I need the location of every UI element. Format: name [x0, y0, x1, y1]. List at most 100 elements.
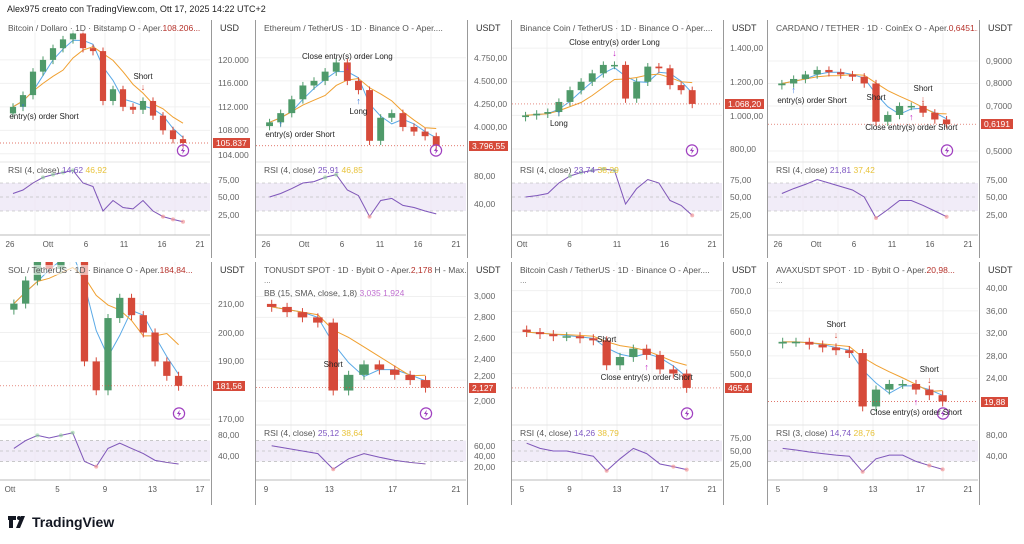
price-plot[interactable]: Ethereum / TetherUS · 1D · Binance O - A… — [256, 20, 466, 258]
rsi-legend[interactable]: RSI (4, close) 14,26 38,79 — [520, 428, 619, 438]
tradingview-logo[interactable]: TradingView — [8, 514, 114, 530]
lightning-alert-icon[interactable] — [172, 407, 185, 420]
symbol-header[interactable]: AVAXUSDT SPOT · 1D · Bybit O - Aper.20,9… — [776, 265, 955, 275]
indicator-ellipsis[interactable]: ... — [520, 276, 527, 285]
rsi-tick: 75,00 — [218, 174, 240, 185]
lightning-icon-graphic — [940, 144, 953, 157]
candle-body — [119, 89, 127, 107]
candle-body — [895, 105, 904, 115]
indicator-ellipsis[interactable]: ... — [776, 276, 783, 285]
price-plot[interactable]: TONUSDT SPOT · 1D · Bybit O - Aper.2,178… — [256, 262, 466, 505]
price-axis[interactable]: USDT 1.400,00 1.200,00 1.000,00 800,00 1.068,… — [723, 20, 767, 258]
candle-body — [377, 117, 385, 141]
rsi-overbought-mark — [323, 175, 328, 180]
candle-body — [127, 297, 136, 316]
time-tick: 17 — [388, 485, 398, 494]
bb-legend[interactable]: BB (15, SMA, close, 1,8) 3,035 1,924 — [264, 288, 404, 298]
candle-body — [355, 80, 362, 91]
candle-body — [297, 312, 308, 318]
price-plot[interactable]: CARDANO / TETHER · 1D · CoinEx O - Aper.… — [768, 20, 978, 258]
trade-annotation: Short — [866, 92, 886, 102]
chart-panel[interactable]: TONUSDT SPOT · 1D · Bybit O - Aper.2,178… — [256, 262, 512, 505]
price-plot[interactable]: AVAXUSDT SPOT · 1D · Bybit O - Aper.20,9… — [768, 262, 978, 505]
candle-body — [79, 33, 87, 49]
price-axis[interactable]: USDT 0,9000 0,8000 0,7000 0,5000 0,6191 75,00 5… — [979, 20, 1024, 258]
candle-body — [109, 89, 117, 101]
symbol-header[interactable]: Binance Coin / TetherUS · 1D · Binance O… — [520, 23, 713, 33]
chart-panel[interactable]: Bitcoin / Dollaro · 1D · Bitstamp O - Ap… — [0, 20, 256, 258]
rsi-tick: 75,00 — [986, 174, 1008, 185]
chart-panel[interactable]: AVAXUSDT SPOT · 1D · Bybit O - Aper.20,9… — [768, 262, 1024, 505]
open-value: 2,178 — [410, 265, 433, 275]
last-price-label: 181,56 — [213, 380, 245, 391]
rsi-legend[interactable]: RSI (4, close) 23,74 38,29 — [520, 165, 619, 175]
symbol-header[interactable]: Bitcoin Cash / TetherUS · 1D · Binance O… — [520, 265, 710, 275]
candle-body — [790, 78, 798, 84]
price-axis[interactable]: USDT 700,0 650,0 600,0 550,0 500,0 465,4 75,00 5… — [723, 262, 767, 505]
price-axis[interactable]: USD 120.000 116.000 112.000 108.000 104.000 10… — [211, 20, 255, 258]
price-tick: 500,0 — [730, 368, 752, 379]
candle-body — [688, 90, 696, 104]
symbol-header[interactable]: Ethereum / TetherUS · 1D · Binance O - A… — [264, 23, 443, 33]
lightning-icon-bolt — [423, 409, 428, 418]
symbol-header[interactable]: SOL / TetherUS · 1D · Binance O - Aper.1… — [8, 265, 193, 275]
ma-slow-line — [271, 306, 426, 377]
chart-panel[interactable]: CARDANO / TETHER · 1D · CoinEx O - Aper.… — [768, 20, 1024, 258]
symbol-header[interactable]: Bitcoin / Dollaro · 1D · Bitstamp O - Ap… — [8, 23, 201, 33]
lightning-alert-icon[interactable] — [419, 407, 432, 420]
rsi-tick: 80,00 — [218, 430, 240, 441]
chart-panel[interactable]: Binance Coin / TetherUS · 1D · Binance O… — [512, 20, 768, 258]
price-plot[interactable]: Binance Coin / TetherUS · 1D · Binance O… — [512, 20, 722, 258]
indicator-ellipsis[interactable]: ... — [264, 276, 271, 285]
rsi-legend[interactable]: RSI (4, close) 14,62 46,92 — [8, 165, 107, 175]
rsi-ma-value: 38,79 — [597, 428, 619, 438]
price-axis[interactable]: USDT 210,00 200,00 190,00 170,00 181,56 80,00 4… — [211, 262, 255, 505]
price-tick: 36,00 — [986, 305, 1008, 316]
price-plot[interactable]: Bitcoin / Dollaro · 1D · Bitstamp O - Ap… — [0, 20, 210, 258]
symbol-header[interactable]: CARDANO / TETHER · 1D · CoinEx O - Aper.… — [776, 23, 978, 33]
rsi-legend[interactable]: RSI (4, close) 21,81 37,42 — [776, 165, 875, 175]
lightning-icon-graphic — [176, 144, 190, 157]
rsi-legend[interactable]: RSI (4, close) 25,12 38,64 — [264, 428, 363, 438]
price-tick: 24,00 — [986, 373, 1008, 384]
candle-body — [410, 126, 418, 132]
rsi-tick: 25,00 — [986, 209, 1008, 220]
candle-body — [577, 81, 585, 91]
lightning-alert-icon[interactable] — [176, 144, 190, 157]
lightning-icon-ring — [172, 407, 185, 420]
rsi-legend[interactable]: RSI (4, close) 25,91 46,85 — [264, 165, 363, 175]
candle-body — [421, 131, 429, 137]
currency-label: USD — [220, 23, 240, 33]
chart-panel[interactable]: SOL / TetherUS · 1D · Binance O - Aper.1… — [0, 262, 256, 505]
candle-body — [599, 64, 607, 74]
time-tick: 21 — [963, 485, 973, 494]
price-tick: 1.200,00 — [730, 76, 764, 87]
rsi-line — [271, 445, 426, 470]
lightning-alert-icon[interactable] — [686, 144, 699, 157]
candle-body — [19, 95, 27, 107]
title-suffix: H - Max... — [434, 265, 466, 275]
lightning-alert-icon[interactable] — [680, 407, 693, 420]
candle-body — [535, 332, 545, 335]
time-tick: Ott — [810, 240, 822, 249]
price-axis[interactable]: USDT 4.750,00 4.500,00 4.250,00 4.000,00 3.79… — [467, 20, 511, 258]
last-price-label: 3.796,55 — [469, 140, 509, 151]
candle-body — [801, 74, 810, 79]
price-plot[interactable]: SOL / TetherUS · 1D · Binance O - Aper.1… — [0, 262, 210, 505]
rsi-oversold-mark — [671, 464, 676, 469]
chart-panel[interactable]: Ethereum / TetherUS · 1D · Binance O - A… — [256, 20, 512, 258]
lightning-alert-icon[interactable] — [430, 144, 443, 157]
symbol-title: AVAXUSDT SPOT · 1D · Bybit O - Aper. — [776, 265, 927, 275]
lightning-alert-icon[interactable] — [936, 407, 949, 420]
short-arrow-icon: ↓ — [345, 61, 350, 72]
price-axis[interactable]: USDT 40,00 36,00 32,00 28,00 24,00 19,88 80,00 4… — [979, 262, 1024, 505]
price-tick: 1.400,00 — [730, 43, 764, 54]
lightning-alert-icon[interactable] — [940, 144, 953, 157]
price-axis[interactable]: USDT 3,000 2,800 2,600 2,400 2,200 2,000 2,127 6… — [467, 262, 511, 505]
chart-panel[interactable]: Bitcoin Cash / TetherUS · 1D · Binance O… — [512, 262, 768, 505]
rsi-legend[interactable]: RSI (3, close) 14,74 28,76 — [776, 428, 875, 438]
symbol-header[interactable]: TONUSDT SPOT · 1D · Bybit O - Aper.2,178… — [264, 265, 466, 275]
price-plot[interactable]: Bitcoin Cash / TetherUS · 1D · Binance O… — [512, 262, 722, 505]
currency-label: USDT — [476, 23, 501, 33]
currency-label: USDT — [732, 265, 757, 275]
